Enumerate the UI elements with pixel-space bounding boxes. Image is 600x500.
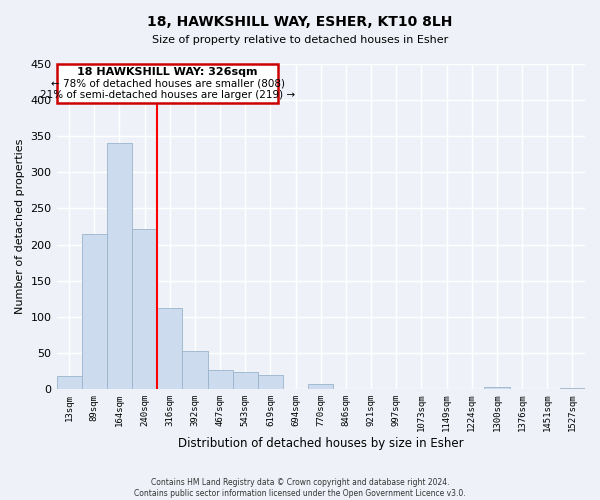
Bar: [308, 384, 334, 389]
Bar: [82, 234, 107, 389]
Bar: [107, 144, 132, 389]
Bar: [56, 376, 82, 389]
Bar: [182, 350, 208, 389]
Text: 21% of semi-detached houses are larger (219) →: 21% of semi-detached houses are larger (…: [40, 90, 295, 100]
Bar: [208, 370, 233, 389]
Text: Contains HM Land Registry data © Crown copyright and database right 2024.
Contai: Contains HM Land Registry data © Crown c…: [134, 478, 466, 498]
Text: ← 78% of detached houses are smaller (808): ← 78% of detached houses are smaller (80…: [50, 78, 284, 88]
Bar: [560, 388, 585, 389]
Y-axis label: Number of detached properties: Number of detached properties: [15, 139, 25, 314]
Bar: [233, 372, 258, 389]
Bar: [484, 387, 509, 389]
Text: 18 HAWKSHILL WAY: 326sqm: 18 HAWKSHILL WAY: 326sqm: [77, 67, 258, 77]
Bar: [157, 308, 182, 389]
Bar: [132, 228, 157, 389]
Bar: [258, 374, 283, 389]
FancyBboxPatch shape: [56, 64, 278, 103]
Text: Size of property relative to detached houses in Esher: Size of property relative to detached ho…: [152, 35, 448, 45]
Text: 18, HAWKSHILL WAY, ESHER, KT10 8LH: 18, HAWKSHILL WAY, ESHER, KT10 8LH: [148, 15, 452, 29]
X-axis label: Distribution of detached houses by size in Esher: Distribution of detached houses by size …: [178, 437, 464, 450]
